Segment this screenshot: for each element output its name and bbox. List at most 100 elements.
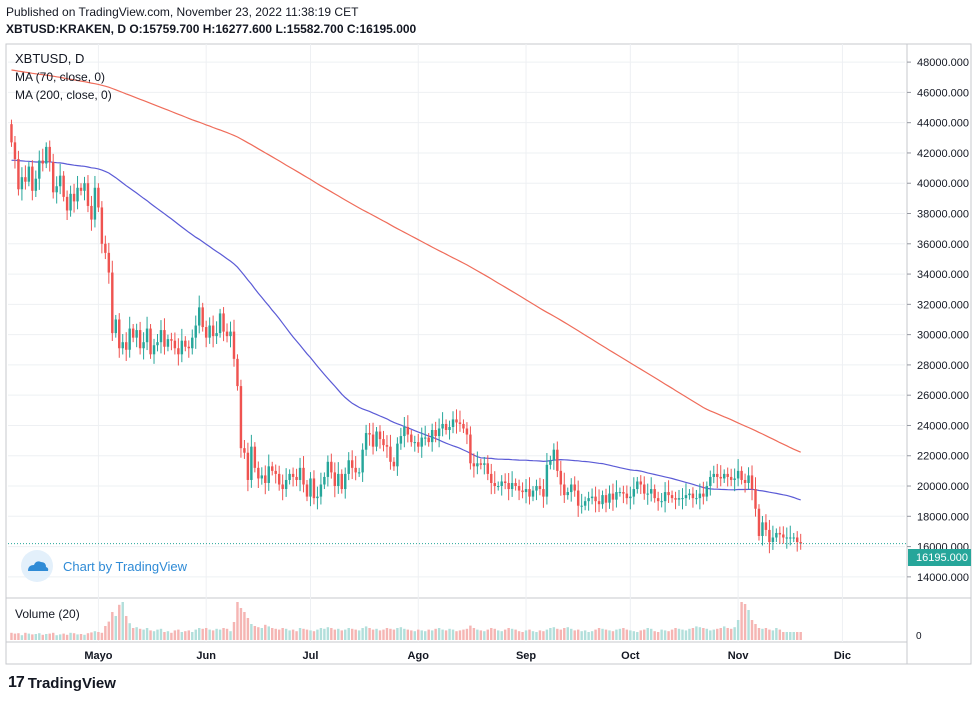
candle-body	[448, 426, 451, 431]
candle-body	[691, 493, 695, 499]
volume-bar	[264, 624, 267, 640]
candle-body	[51, 162, 55, 193]
volume-bar	[469, 625, 472, 640]
candle-body	[194, 325, 197, 338]
candle-body	[239, 386, 243, 449]
volume-bar	[524, 630, 528, 640]
candle-body	[629, 496, 632, 499]
volume-bar	[48, 633, 51, 640]
candle-body	[785, 537, 789, 539]
candle-body	[674, 498, 677, 500]
volume-bar	[503, 629, 507, 640]
volume-bar	[663, 630, 667, 640]
candle-body	[542, 489, 545, 497]
candle-body	[660, 501, 663, 503]
time-axis: Mayo Jun Jul Ago Sep Oct Nov Dic	[84, 650, 851, 662]
candle-body	[587, 498, 590, 502]
candle-body	[218, 313, 222, 334]
volume-bar	[437, 628, 441, 640]
volume-bar	[531, 631, 535, 640]
volume-bar	[166, 631, 170, 640]
candle-body	[79, 187, 83, 191]
candle-body	[493, 482, 496, 487]
candle-body	[177, 348, 180, 355]
volume-bar	[542, 631, 545, 640]
volume-bar	[114, 616, 117, 640]
candle-body	[740, 470, 743, 480]
volume-bar	[733, 627, 736, 640]
volume-bar	[69, 632, 72, 640]
volume-bar	[187, 630, 191, 640]
volume-bar	[17, 633, 20, 640]
candle-body	[232, 331, 236, 359]
candle-body	[455, 419, 458, 423]
volume-bar	[302, 628, 305, 640]
candle-body	[594, 496, 597, 502]
candle-body	[288, 473, 291, 480]
volume-bar	[729, 628, 733, 640]
tradingview-footer-logo[interactable]: 17 TradingView	[8, 674, 116, 692]
candle-body	[326, 461, 330, 477]
candle-body	[378, 431, 382, 440]
candle-body	[528, 489, 531, 497]
volume-bar	[556, 628, 559, 640]
candle-body	[142, 342, 145, 349]
candle-body	[371, 434, 375, 447]
tradingview-watermark[interactable]: Chart by TradingView	[21, 550, 188, 582]
volume-bar	[660, 629, 663, 640]
volume-bar	[135, 627, 138, 640]
candle-body	[184, 340, 187, 347]
candle-body	[149, 328, 152, 355]
volume-bar	[771, 630, 775, 640]
candle-body	[514, 482, 517, 487]
volume-bar	[458, 630, 462, 640]
volume-bar	[298, 628, 302, 640]
volume-bar	[55, 635, 58, 640]
candle-body	[556, 449, 559, 471]
candle-body	[535, 486, 538, 491]
volume-bar	[507, 628, 510, 640]
candle-body	[615, 492, 618, 500]
candle-body	[305, 484, 309, 497]
x-tick-label: Sep	[516, 650, 536, 662]
volume-bar	[716, 628, 719, 640]
volume-bar	[333, 629, 337, 640]
volume-bar	[375, 628, 378, 640]
volume-bar	[549, 628, 552, 640]
volume-bar	[681, 629, 684, 640]
volume-bar	[97, 632, 100, 640]
volume-bar	[743, 604, 747, 640]
candle-body	[559, 470, 563, 485]
candle-body	[257, 467, 260, 479]
candle-body	[747, 475, 750, 483]
volume-bar	[267, 626, 270, 640]
x-tick-label: Mayo	[84, 650, 112, 662]
candle-body	[340, 473, 343, 490]
volume-bar	[225, 628, 229, 640]
candle-body	[111, 272, 114, 334]
volume-bar	[566, 627, 569, 640]
volume-bar	[441, 629, 444, 640]
candle-body	[472, 463, 476, 467]
candle-body	[337, 473, 340, 487]
volume-bar	[86, 633, 90, 640]
candle-body	[531, 490, 535, 497]
volume-bar	[173, 630, 177, 640]
x-tick-label: Oct	[621, 650, 640, 662]
chart-frame	[5, 43, 972, 665]
volume-bar	[695, 626, 698, 640]
candle-body	[215, 333, 218, 337]
candle-body	[750, 475, 754, 490]
volume-bar	[632, 631, 636, 640]
candle-body	[34, 178, 38, 191]
volume-bar	[528, 629, 531, 640]
candle-body	[211, 325, 215, 337]
volume-bar	[382, 629, 385, 640]
candle-body	[573, 484, 576, 491]
volume-bar	[406, 629, 410, 640]
volume-bar	[229, 631, 232, 640]
volume-bar	[559, 629, 563, 640]
volume-bar	[62, 633, 65, 640]
y-tick-label: 26000.000	[917, 390, 969, 402]
